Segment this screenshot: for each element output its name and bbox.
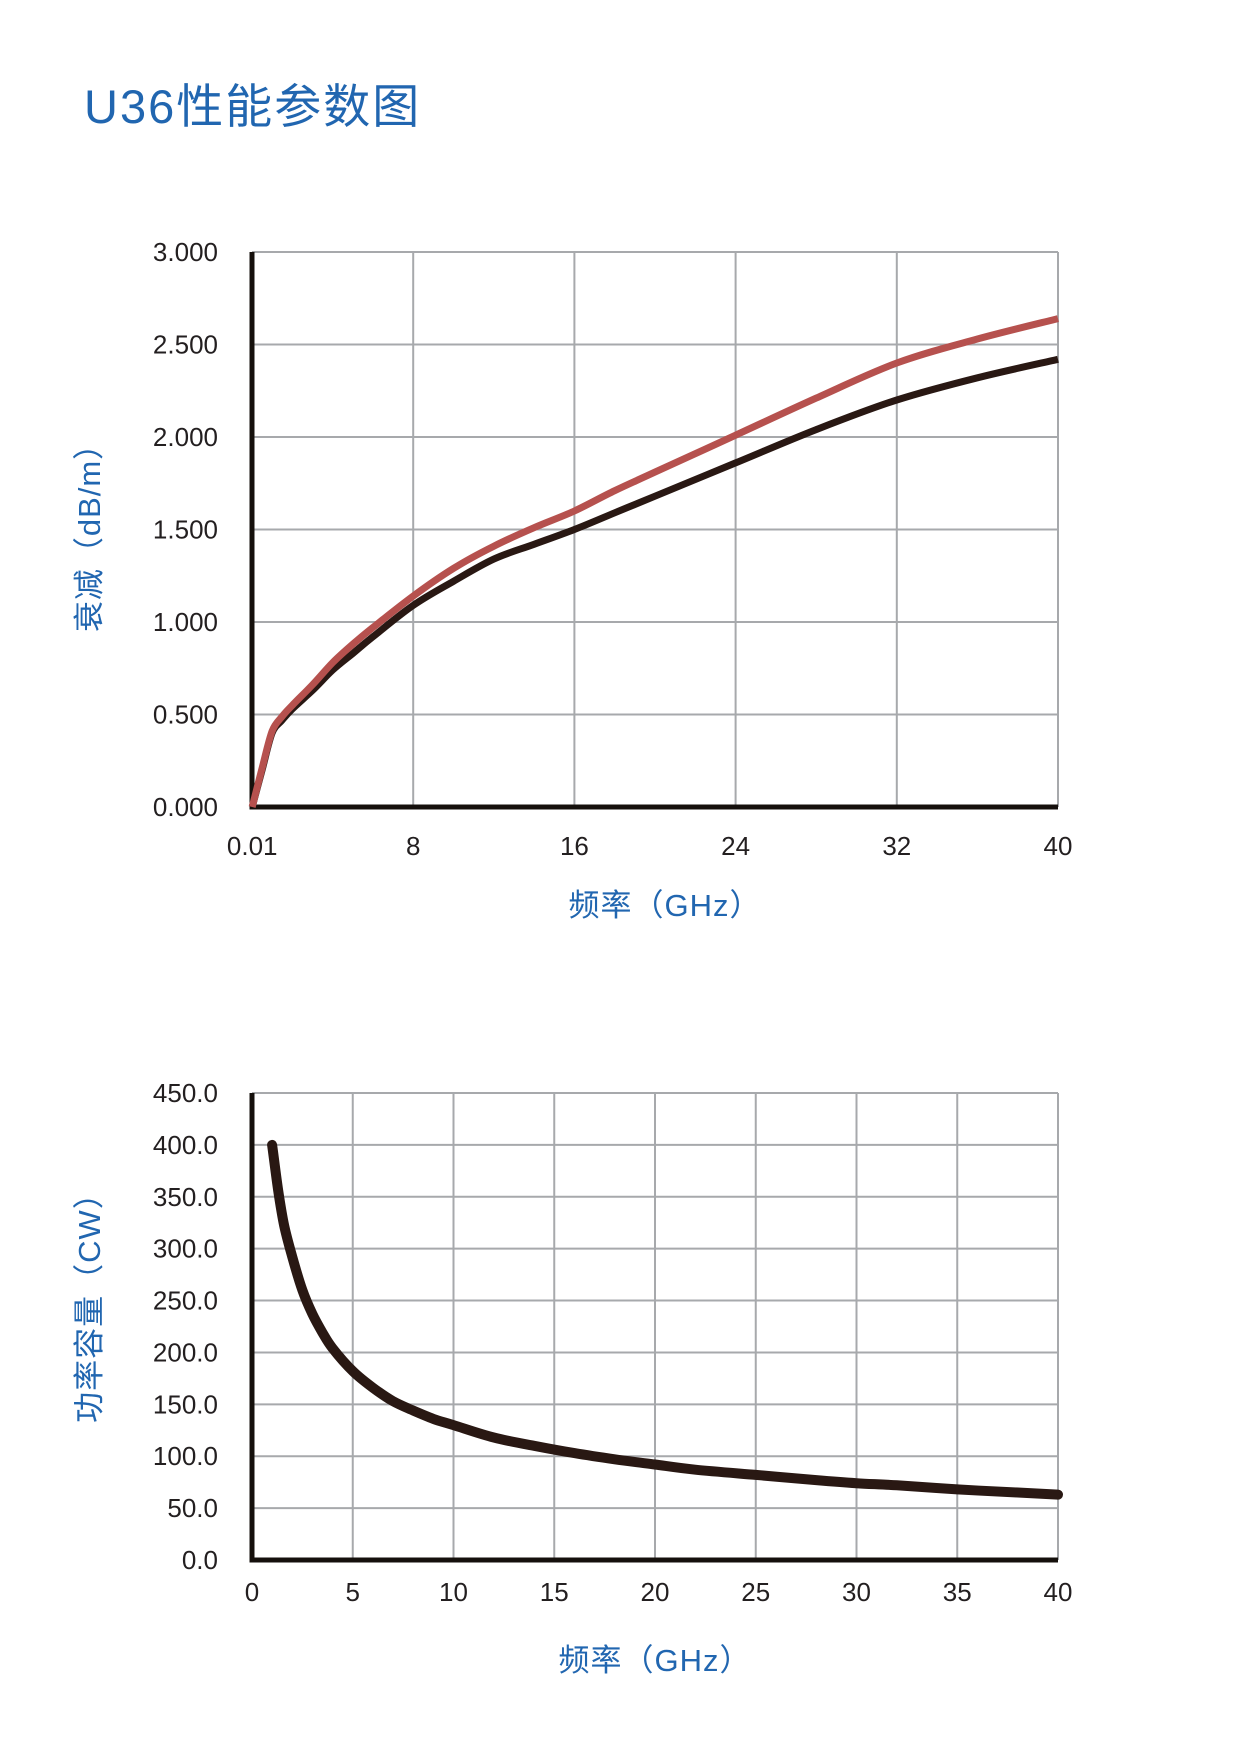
axis-lines xyxy=(249,1093,1058,1563)
x-tick-label: 24 xyxy=(721,831,750,861)
y-tick-label: 450.0 xyxy=(153,1078,218,1108)
y-tick-label: 200.0 xyxy=(153,1337,218,1367)
x-tick-label: 40 xyxy=(1044,1577,1073,1607)
power-capacity-chart: 0.050.0100.0150.0200.0250.0300.0350.0400… xyxy=(72,1078,1073,1678)
y-tick-label: 50.0 xyxy=(167,1493,218,1523)
x-tick-label: 30 xyxy=(842,1577,871,1607)
x-tick-label: 5 xyxy=(346,1577,360,1607)
x-tick-label: 10 xyxy=(439,1577,468,1607)
x-axis-tick-labels: 0.01 8 16 24 32 40 xyxy=(227,831,1073,861)
x-tick-label: 25 xyxy=(741,1577,770,1607)
gridlines xyxy=(252,251,1059,807)
x-tick-label: 0 xyxy=(245,1577,259,1607)
y-tick-label: 3.000 xyxy=(153,237,218,267)
axis-lines xyxy=(249,252,1058,810)
x-axis-tick-labels: 0 5 10 15 20 25 30 35 40 xyxy=(245,1577,1073,1607)
x-tick-label: 15 xyxy=(540,1577,569,1607)
x-tick-label: 35 xyxy=(943,1577,972,1607)
y-tick-label: 100.0 xyxy=(153,1441,218,1471)
y-tick-label: 1.500 xyxy=(153,515,218,545)
attenuation-chart: 0.000 0.500 1.000 1.500 2.000 2.500 3.000 0.01 8… xyxy=(72,237,1073,923)
y-tick-label: 400.0 xyxy=(153,1130,218,1160)
y-axis-tick-labels: 0.0 50.0 100.0 150.0 200.0 250.0 300.0 350.0 400… xyxy=(153,1078,218,1575)
y-tick-label: 1.000 xyxy=(153,607,218,637)
y-tick-label: 300.0 xyxy=(153,1234,218,1264)
gridlines xyxy=(252,1092,1059,1560)
y-tick-label: 2.500 xyxy=(153,330,218,360)
power-capacity-curve xyxy=(267,1139,1063,1500)
x-axis-title: 频率（GHz） xyxy=(559,1643,752,1678)
y-tick-label: 250.0 xyxy=(153,1286,218,1316)
y-tick-label: 0.000 xyxy=(153,792,218,822)
y-tick-label: 0.0 xyxy=(182,1545,218,1575)
y-tick-label: 0.500 xyxy=(153,700,218,730)
x-tick-label: 20 xyxy=(641,1577,670,1607)
x-tick-label: 32 xyxy=(882,831,911,861)
y-axis-title: 功率容量（CW） xyxy=(72,1177,107,1423)
x-axis-title: 频率（GHz） xyxy=(569,888,762,923)
attenuation-black-curve xyxy=(248,355,1059,808)
y-tick-label: 350.0 xyxy=(153,1182,218,1212)
x-tick-label: 0.01 xyxy=(227,831,278,861)
y-axis-tick-labels: 0.000 0.500 1.000 1.500 2.000 2.500 3.000 xyxy=(153,237,218,822)
attenuation-red-curve xyxy=(248,315,1059,808)
y-tick-label: 2.000 xyxy=(153,422,218,452)
y-tick-label: 150.0 xyxy=(153,1389,218,1419)
x-tick-label: 16 xyxy=(560,831,589,861)
x-tick-label: 8 xyxy=(406,831,420,861)
x-tick-label: 40 xyxy=(1044,831,1073,861)
page-title: U36性能参数图 xyxy=(84,80,422,133)
y-axis-title: 衰减（dB/m） xyxy=(72,428,107,632)
